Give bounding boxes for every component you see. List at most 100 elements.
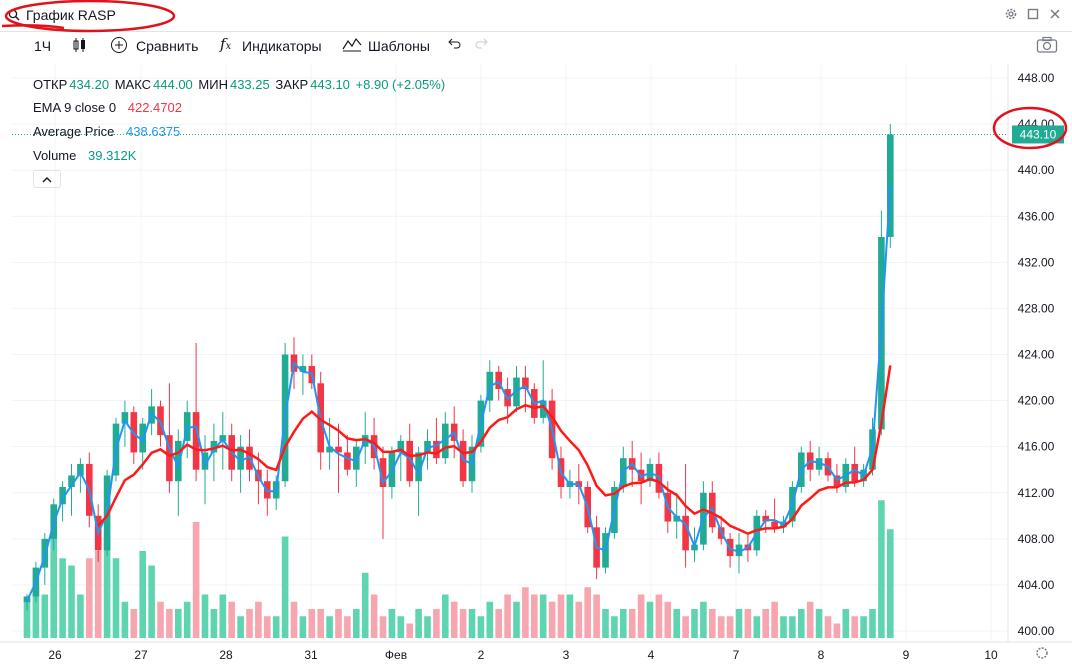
ema-label: EMA 9 close 0 [33, 100, 117, 115]
volume-bar [717, 616, 725, 638]
candle-body [379, 458, 387, 487]
volume-bar [308, 609, 316, 638]
y-tick-label: 420.00 [1018, 394, 1055, 408]
volume-bar [86, 558, 93, 638]
candles-icon[interactable] [72, 36, 88, 57]
volume-bar [148, 565, 155, 638]
candle-body [192, 412, 200, 470]
x-tick-label: 2 [478, 648, 485, 662]
x-tick-label: 8 [818, 648, 825, 662]
volume-bar [673, 609, 680, 638]
ema-legend[interactable]: EMA 9 close 0 422.4702 [33, 100, 184, 115]
x-tick-label: 28 [219, 648, 233, 662]
x-tick-label: 7 [733, 648, 740, 662]
y-tick-label: 412.00 [1018, 486, 1055, 500]
y-tick-label: 404.00 [1018, 578, 1055, 592]
templates-button[interactable]: Шаблоны [368, 38, 430, 54]
candle-body [495, 371, 502, 390]
y-tick-label: 400.00 [1018, 624, 1055, 638]
volume-bar [726, 616, 734, 638]
avg-legend[interactable]: Average Price 438.6375 [33, 124, 182, 139]
volume-value: 39.312K [88, 148, 137, 163]
camera-icon[interactable] [1036, 36, 1058, 57]
x-tick-label: 9 [903, 648, 910, 662]
high-value: 444.00 [153, 77, 193, 92]
volume-bar [442, 594, 449, 638]
volume-bar [246, 609, 253, 638]
interval-button[interactable]: 1Ч [34, 38, 52, 54]
candle-body [59, 486, 66, 505]
avg-value: 438.6375 [126, 124, 181, 139]
volume-bar [344, 616, 351, 638]
maximize-icon[interactable] [1026, 7, 1040, 21]
volume-bar [192, 522, 200, 638]
volume-bar [397, 616, 405, 638]
volume-bar [77, 594, 84, 638]
volume-bar [513, 601, 520, 638]
candle-body [326, 446, 333, 453]
gear-icon[interactable] [1004, 7, 1018, 21]
volume-bar [682, 616, 689, 638]
volume-bar [450, 601, 458, 638]
close-value: 443.10 [310, 77, 350, 92]
volume-bar [611, 616, 618, 638]
volume-bar [281, 536, 289, 638]
volume-bar [32, 587, 40, 638]
undo-icon[interactable] [446, 36, 462, 55]
axis-settings-icon [1036, 647, 1048, 659]
candle-body [237, 446, 244, 470]
candle-body [851, 463, 858, 482]
volume-bar [335, 609, 342, 638]
volume-legend[interactable]: Volume 39.312K [33, 148, 138, 163]
compare-button[interactable]: Сравнить [136, 38, 199, 54]
volume-bar [851, 616, 858, 638]
low-value: 433.25 [229, 77, 270, 92]
volume-bar [744, 609, 752, 638]
volume-bar [557, 594, 565, 638]
x-tick-label: 27 [134, 648, 148, 662]
volume-bar [41, 594, 49, 638]
candle-body [68, 475, 75, 487]
volume-bar [361, 572, 369, 638]
volume-bar [539, 594, 547, 638]
volume-bar [94, 551, 102, 638]
y-tick-label: 440.00 [1018, 163, 1055, 177]
volume-bar [68, 565, 75, 638]
volume-bar [860, 616, 867, 638]
volume-bar [290, 601, 298, 638]
collapse-legend-button[interactable] [33, 170, 61, 188]
close-icon[interactable] [1048, 7, 1062, 21]
volume-bar [210, 609, 218, 638]
symbol-search[interactable]: График RASP [8, 7, 116, 23]
templates-icon[interactable] [342, 36, 362, 55]
volume-bar [815, 609, 823, 638]
x-tick-label: 3 [563, 648, 570, 662]
candle-body [539, 400, 547, 418]
volume-bar [593, 594, 600, 638]
y-tick-label: 408.00 [1018, 532, 1055, 546]
volume-bar [504, 594, 511, 638]
candle-body [433, 440, 440, 459]
volume-bar [824, 616, 832, 638]
candle-body [735, 544, 743, 557]
volume-bar [103, 536, 111, 638]
volume-bar [415, 609, 422, 638]
candle-body [344, 452, 351, 470]
redo-icon[interactable] [474, 36, 490, 55]
plus-circle-icon[interactable] [110, 36, 128, 57]
volume-bar [183, 601, 191, 638]
candle-body [353, 446, 360, 470]
price-chart[interactable]: 448.00 444.00 440.00 436.00 432.00 428.00 424.… [0, 64, 1072, 669]
indicators-button[interactable]: Индикаторы [242, 38, 322, 54]
volume-bar [264, 616, 271, 638]
volume-bar [237, 616, 244, 638]
fx-icon[interactable]: fx [220, 35, 232, 53]
chart-toolbar: 1Ч Сравнить fx Индикаторы Шаблоны [22, 32, 1072, 64]
volume-bar [459, 609, 467, 638]
symbol-search-text: График RASP [26, 7, 116, 23]
volume-bar [869, 609, 876, 638]
volume-bar [272, 616, 280, 638]
volume-bar [379, 616, 387, 638]
volume-bar [842, 609, 850, 638]
candle-body [175, 440, 182, 482]
